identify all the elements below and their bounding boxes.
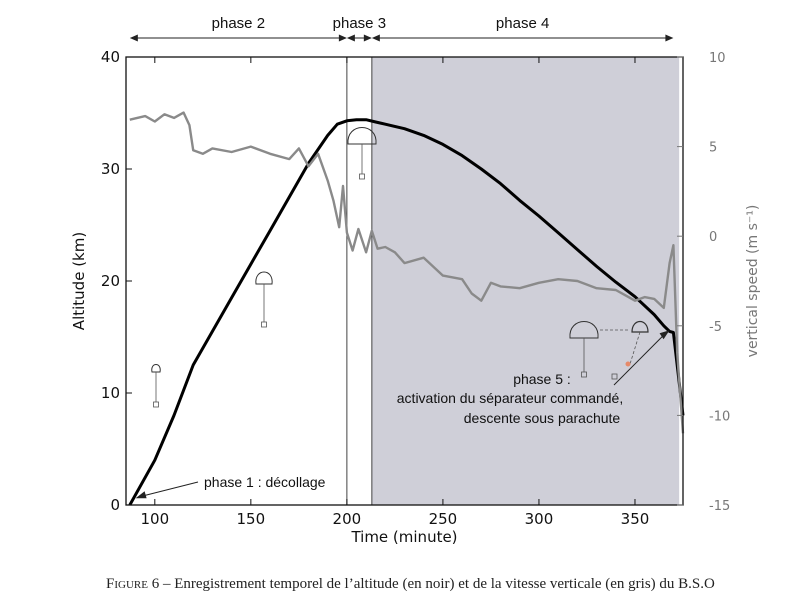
y-right-tick-label: -10 xyxy=(709,409,730,424)
phase-label: phase 2 xyxy=(212,15,265,32)
annotation-phase-5-line-2: activation du séparateur commandé, xyxy=(397,390,623,406)
y-axis-right-label: vertical speed (m s⁻¹) xyxy=(745,205,761,358)
phase-arrow xyxy=(129,34,347,42)
annotation-phase-5-arrow xyxy=(613,333,665,386)
y-tick-label: 0 xyxy=(110,496,120,514)
balloon-float-icon xyxy=(347,127,377,180)
y-tick-label: 40 xyxy=(101,48,120,66)
phase-arrow xyxy=(346,34,372,42)
annotation-phase-1: phase 1 : décollage xyxy=(204,474,326,490)
caption-prefix: Figure xyxy=(106,576,148,592)
x-tick-label: 300 xyxy=(525,510,554,528)
altitude-series-line xyxy=(128,118,685,506)
phase-label: phase 4 xyxy=(496,15,549,32)
caption-text: 6 – Enregistrement temporel de l’altitud… xyxy=(147,576,715,592)
y-right-tick-label: 0 xyxy=(709,230,717,245)
phase-4-shaded-region xyxy=(371,57,680,505)
x-tick-label: 150 xyxy=(237,510,266,528)
phase-label: phase 3 xyxy=(333,15,386,32)
y-right-tick-label: -15 xyxy=(709,499,730,514)
x-tick-label: 100 xyxy=(140,510,169,528)
y-right-tick-label: 10 xyxy=(709,51,726,66)
annotation-phase-5-arrowhead xyxy=(659,330,670,340)
x-tick-label: 350 xyxy=(621,510,650,528)
y-tick-label: 10 xyxy=(101,384,120,402)
y-axis-label: Altitude (km) xyxy=(70,232,88,330)
balloon-ascent-icon xyxy=(255,271,273,328)
annotation-phase-1-arrowhead xyxy=(135,491,147,499)
x-axis-label: Time (minute) xyxy=(350,528,457,546)
phase-arrow xyxy=(371,34,674,42)
y-right-tick-label: 5 xyxy=(709,141,717,156)
parachute-icon xyxy=(611,320,649,380)
vertical-speed-series-line xyxy=(129,111,685,434)
annotation-phase-5-title: phase 5 : xyxy=(513,371,571,387)
balloon-launch-icon xyxy=(151,364,161,408)
balloon-separation-icon xyxy=(569,321,630,378)
y-tick-label: 30 xyxy=(101,160,120,178)
annotation-phase-5-line-3: descente sous parachute xyxy=(464,410,621,426)
y-right-tick-label: -5 xyxy=(709,320,722,335)
x-tick-label: 200 xyxy=(333,510,362,528)
annotation-phase-1-arrow xyxy=(141,481,199,497)
figure-caption: Figure 6 – Enregistrement temporel de l’… xyxy=(106,576,796,593)
y-tick-label: 20 xyxy=(101,272,120,290)
x-tick-label: 250 xyxy=(429,510,458,528)
